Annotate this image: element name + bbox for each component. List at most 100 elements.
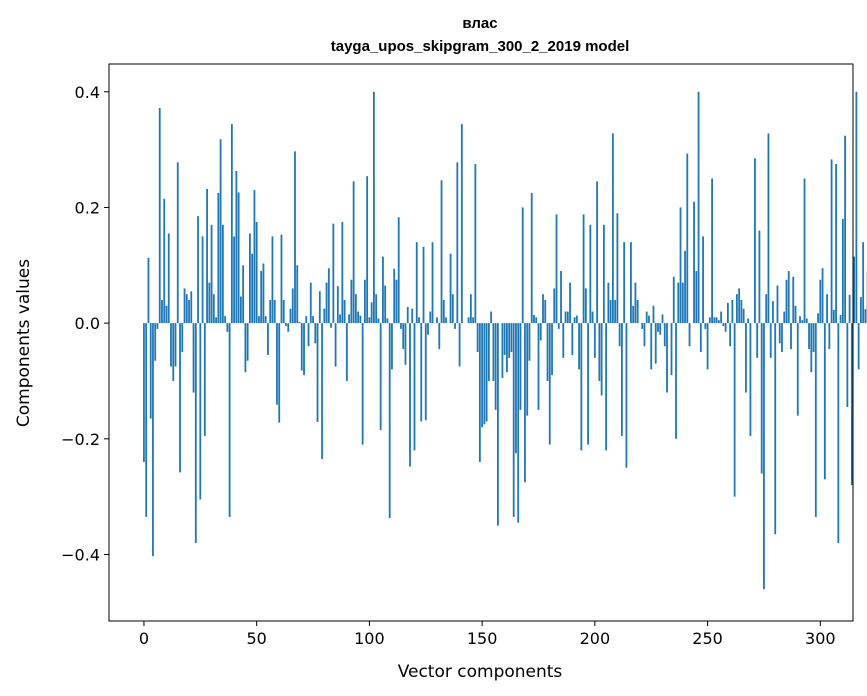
bar bbox=[201, 236, 204, 324]
bar bbox=[366, 176, 369, 324]
bar bbox=[609, 299, 612, 324]
bar bbox=[593, 323, 596, 358]
bar bbox=[862, 242, 865, 324]
bar bbox=[179, 323, 181, 473]
bar bbox=[350, 279, 353, 324]
bar bbox=[557, 323, 560, 329]
bar bbox=[654, 323, 657, 364]
bar bbox=[391, 323, 393, 370]
bar bbox=[298, 321, 301, 324]
bar bbox=[560, 271, 562, 324]
bar bbox=[537, 323, 540, 410]
bar bbox=[848, 294, 851, 324]
bar bbox=[819, 279, 822, 324]
bar bbox=[542, 294, 544, 324]
bar bbox=[217, 192, 220, 324]
bar bbox=[810, 323, 813, 373]
bar bbox=[436, 317, 438, 324]
bar bbox=[296, 265, 299, 324]
bar bbox=[625, 323, 628, 468]
bar bbox=[632, 305, 635, 324]
bar bbox=[458, 323, 461, 367]
x-tick-label: 250 bbox=[692, 629, 723, 648]
bar bbox=[551, 323, 553, 376]
bar bbox=[271, 236, 274, 324]
bar bbox=[393, 268, 396, 324]
bar bbox=[190, 291, 193, 324]
bar bbox=[681, 282, 684, 324]
bar bbox=[772, 301, 774, 324]
y-tick-label: 0.0 bbox=[75, 314, 100, 333]
bar bbox=[512, 323, 515, 517]
bar bbox=[859, 297, 862, 324]
bar bbox=[253, 190, 256, 324]
bar bbox=[670, 323, 673, 376]
bar bbox=[316, 323, 319, 423]
bar bbox=[659, 323, 662, 335]
bar bbox=[449, 253, 452, 324]
bar bbox=[623, 242, 626, 324]
bar bbox=[244, 323, 247, 373]
bar bbox=[677, 282, 680, 324]
bar bbox=[776, 285, 779, 324]
bar bbox=[312, 316, 314, 324]
bar bbox=[575, 315, 578, 324]
bar bbox=[679, 207, 682, 324]
bar bbox=[643, 323, 646, 347]
bar bbox=[517, 323, 520, 523]
bar bbox=[334, 323, 337, 367]
bar bbox=[756, 323, 759, 358]
bar bbox=[708, 317, 711, 324]
bar bbox=[524, 323, 526, 483]
bar bbox=[359, 315, 362, 324]
bar bbox=[172, 323, 175, 381]
bar bbox=[562, 323, 565, 358]
bar bbox=[280, 234, 283, 324]
bar bbox=[749, 323, 752, 436]
bar bbox=[474, 164, 477, 324]
bar bbox=[814, 323, 817, 517]
bars-group bbox=[143, 91, 867, 590]
bar bbox=[255, 221, 258, 324]
bar bbox=[533, 315, 535, 324]
bar bbox=[165, 305, 168, 324]
bar bbox=[515, 323, 517, 454]
bar bbox=[375, 294, 378, 324]
bar bbox=[492, 323, 495, 381]
bar bbox=[611, 133, 614, 324]
bar bbox=[361, 323, 364, 445]
bar bbox=[206, 188, 208, 324]
bar bbox=[720, 311, 723, 324]
bar bbox=[404, 323, 407, 365]
bar bbox=[573, 317, 576, 324]
bar bbox=[233, 236, 236, 324]
bar bbox=[276, 323, 278, 405]
x-axis-ticks: 0 50 100 150 200 250 300 bbox=[139, 621, 836, 648]
bar bbox=[663, 323, 666, 347]
bar bbox=[384, 285, 387, 324]
bar bbox=[571, 323, 574, 355]
bar bbox=[796, 323, 799, 416]
bar bbox=[269, 299, 272, 324]
bar bbox=[726, 302, 729, 324]
bar bbox=[348, 314, 351, 324]
bar bbox=[846, 323, 849, 407]
bar bbox=[844, 135, 847, 324]
bar bbox=[327, 268, 330, 324]
bar bbox=[287, 323, 290, 332]
bar bbox=[192, 323, 195, 393]
bar bbox=[684, 250, 686, 324]
bar bbox=[388, 323, 391, 519]
bar bbox=[519, 323, 522, 410]
bar bbox=[460, 124, 463, 324]
bar bbox=[185, 294, 188, 324]
bar bbox=[490, 311, 493, 324]
bar bbox=[769, 323, 772, 358]
bar bbox=[636, 299, 639, 324]
bar bbox=[354, 294, 357, 324]
bar bbox=[318, 291, 321, 324]
bar bbox=[740, 299, 743, 324]
bar bbox=[438, 323, 441, 350]
bar bbox=[494, 323, 497, 410]
